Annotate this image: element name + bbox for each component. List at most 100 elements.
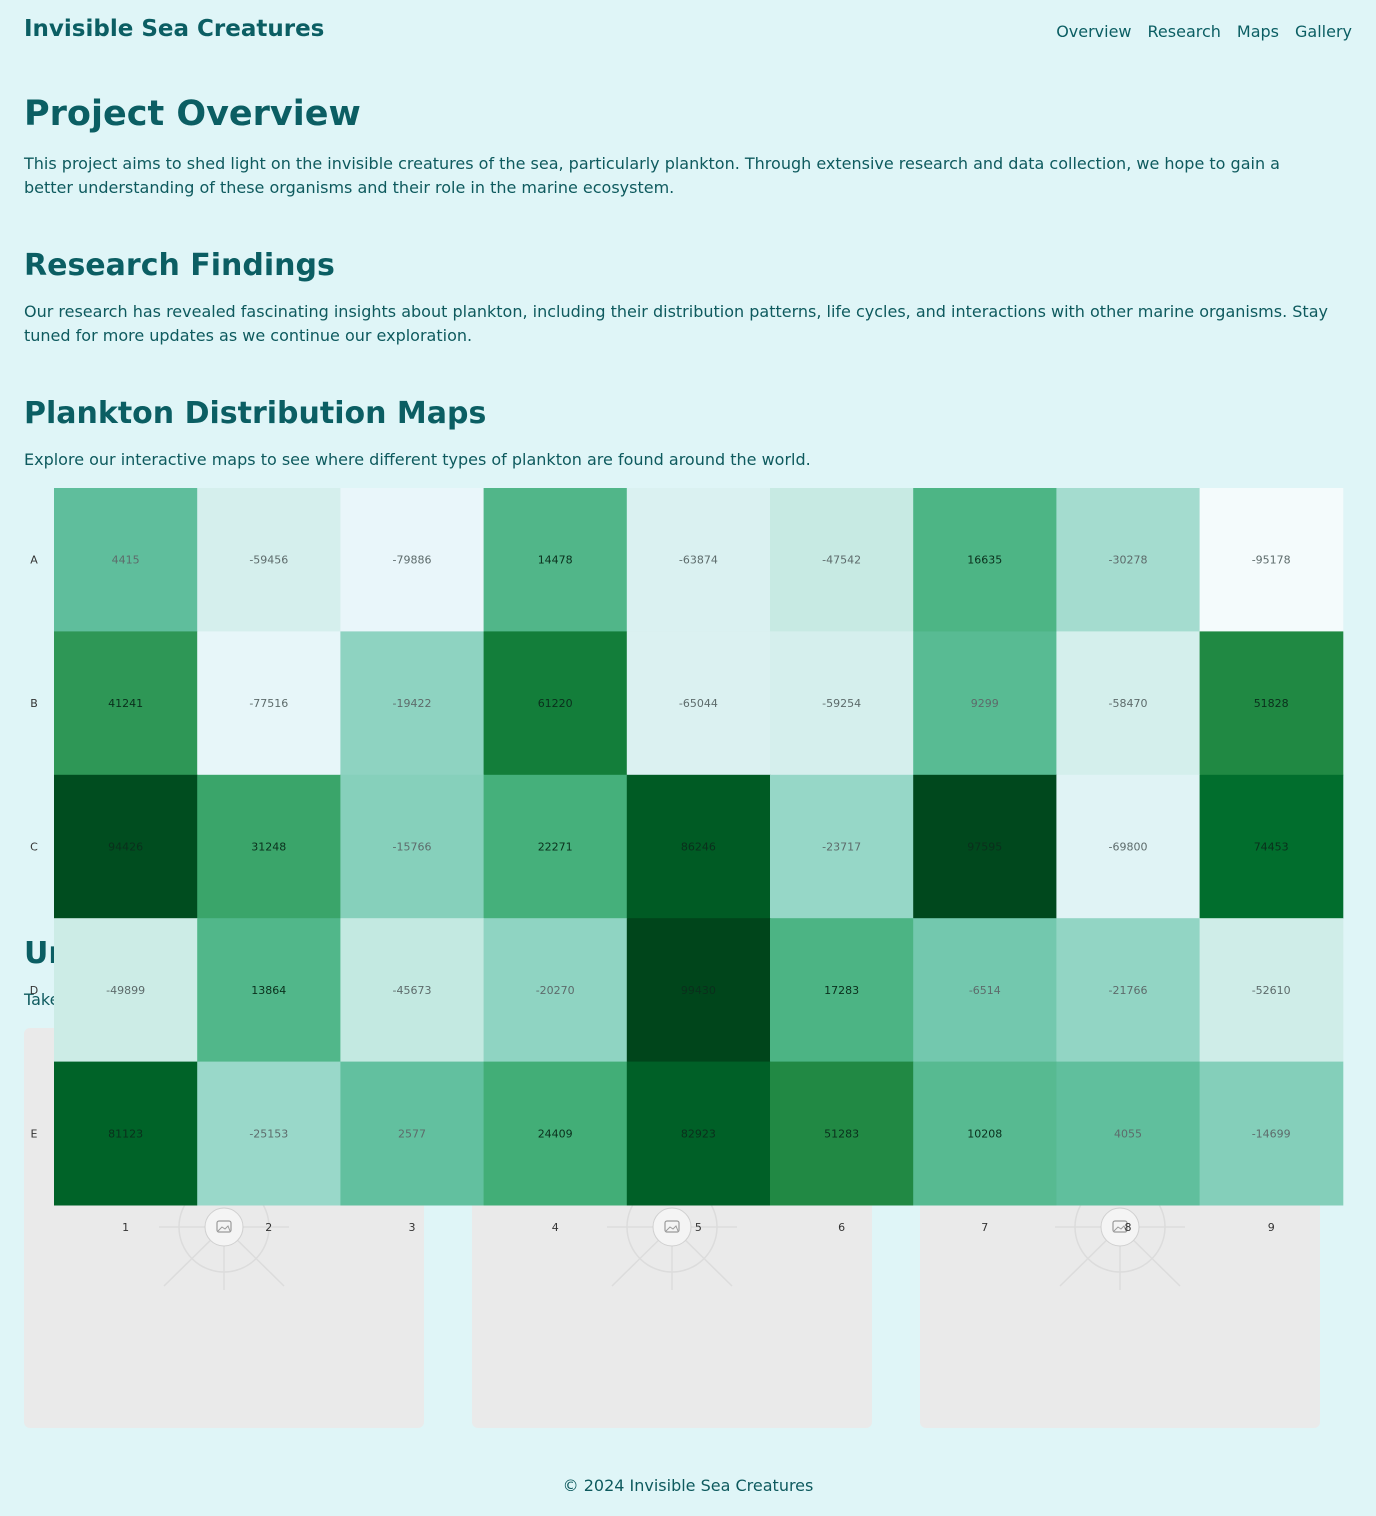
heatmap-cell[interactable] <box>626 1061 771 1206</box>
heatmap-cell-label: 41241 <box>108 697 143 710</box>
heatmap-cell[interactable] <box>1199 1061 1344 1206</box>
heatmap-cell-label: -19422 <box>393 697 432 710</box>
heatmap-cell-label: -21766 <box>1109 984 1148 997</box>
heatmap-column-label: 3 <box>409 1221 416 1234</box>
heatmap-cell[interactable] <box>1056 488 1201 632</box>
heatmap-cell[interactable] <box>626 774 771 919</box>
heatmap-cell[interactable] <box>54 1061 198 1206</box>
heatmap-cell[interactable] <box>913 488 1057 632</box>
heatmap-cell-label: 13864 <box>251 984 286 997</box>
heatmap-cell-label: 74453 <box>1254 841 1289 854</box>
heatmap-cell[interactable] <box>340 918 485 1063</box>
nav-maps[interactable]: Maps <box>1236 22 1280 41</box>
heatmap-column-label: 8 <box>1125 1221 1132 1234</box>
heatmap-row-label: A <box>30 554 38 567</box>
heatmap-cell[interactable] <box>54 918 198 1063</box>
heatmap-column-label: 2 <box>265 1221 272 1234</box>
maps-heading: Plankton Distribution Maps <box>24 396 487 431</box>
heatmap-cell[interactable] <box>483 1061 628 1206</box>
heatmap-cell[interactable] <box>197 774 341 919</box>
overview-text: This project aims to shed light on the i… <box>24 154 1280 197</box>
heatmap-cell[interactable] <box>197 488 341 632</box>
heatmap-cell[interactable] <box>626 488 771 632</box>
heatmap-cell[interactable] <box>770 631 914 776</box>
underwater-text: Take <box>24 990 60 1009</box>
heatmap-row-label: D <box>30 984 38 997</box>
heatmap-cell-label: -77516 <box>249 697 288 710</box>
heatmap-cell-label: -59456 <box>249 554 288 567</box>
heatmap-cell-label: 99430 <box>681 984 716 997</box>
heatmap-cell[interactable] <box>770 918 914 1063</box>
heatmap-cell-label: -45673 <box>393 984 432 997</box>
heatmap-cell[interactable] <box>483 774 628 919</box>
nav-gallery[interactable]: Gallery <box>1295 22 1352 41</box>
heatmap-cell-label: -30278 <box>1109 554 1148 567</box>
heatmap-cell-label: 82923 <box>681 1127 716 1140</box>
heatmap-cell-label: -23717 <box>822 841 861 854</box>
heatmap-cell[interactable] <box>340 1061 485 1206</box>
heatmap-cell-label: 4415 <box>112 554 140 567</box>
heatmap-cell[interactable] <box>626 631 771 776</box>
heatmap-cell[interactable] <box>1056 631 1201 776</box>
heatmap-cell-label: 61220 <box>538 697 573 710</box>
heatmap-cell[interactable] <box>913 774 1057 919</box>
heatmap-cell[interactable] <box>340 488 485 632</box>
heatmap-cell[interactable] <box>483 918 628 1063</box>
heatmap-cell-label: 31248 <box>251 841 286 854</box>
heatmap-cell[interactable] <box>340 774 485 919</box>
overview-heading: Project Overview <box>24 94 361 134</box>
heatmap-column-label: 6 <box>838 1221 845 1234</box>
heatmap-cell-label: -79886 <box>393 554 432 567</box>
heatmap-cell-label: 24409 <box>538 1127 573 1140</box>
heatmap-column-label: 1 <box>122 1221 129 1234</box>
plankton-heatmap[interactable]: 4415 -59456 -79886 14478 -63874 -47542 16635 -3… <box>0 488 1376 1248</box>
heatmap-cell[interactable] <box>1056 1061 1201 1206</box>
heatmap-cell[interactable] <box>1056 774 1201 919</box>
heatmap-cell[interactable] <box>483 488 628 632</box>
heatmap-cell-label: 86246 <box>681 841 716 854</box>
heatmap-cell[interactable] <box>1199 488 1344 632</box>
heatmap-cell[interactable] <box>770 1061 914 1206</box>
heatmap-cell[interactable] <box>197 1061 341 1206</box>
heatmap-cell-label: -59254 <box>822 697 861 710</box>
heatmap-cell-label: 10208 <box>967 1127 1002 1140</box>
nav-research[interactable]: Research <box>1147 22 1221 41</box>
heatmap-cell-label: -52610 <box>1252 984 1291 997</box>
heatmap-cell-label: -58470 <box>1109 697 1148 710</box>
heatmap-cell[interactable] <box>54 488 198 632</box>
heatmap-cell[interactable] <box>770 774 914 919</box>
site-title: Invisible Sea Creatures <box>24 16 325 42</box>
heatmap-cell[interactable] <box>54 774 198 919</box>
heatmap-cell-label: 2577 <box>398 1127 426 1140</box>
heatmap-cell-label: 22271 <box>538 841 573 854</box>
heatmap-cell[interactable] <box>913 1061 1057 1206</box>
heatmap-cell[interactable] <box>1199 918 1344 1063</box>
heatmap-cell[interactable] <box>197 631 341 776</box>
heatmap-cell[interactable] <box>54 631 198 776</box>
heatmap-cell[interactable] <box>913 918 1057 1063</box>
heatmap-row-label: E <box>31 1127 38 1140</box>
heatmap-cell[interactable] <box>197 918 341 1063</box>
heatmap-cell-label: -6514 <box>969 984 1001 997</box>
heatmap-cell[interactable] <box>626 918 771 1063</box>
heatmap-cell[interactable] <box>770 488 914 632</box>
heatmap-cell[interactable] <box>340 631 485 776</box>
heatmap-cell[interactable] <box>483 631 628 776</box>
image-placeholder-icon <box>159 1181 289 1290</box>
nav-overview[interactable]: Overview <box>1056 22 1132 41</box>
heatmap-cell-label: 17283 <box>824 984 859 997</box>
heatmap-cell-label: 97595 <box>967 841 1002 854</box>
heatmap-column-label: 5 <box>695 1221 702 1234</box>
footer-copyright: © 2024 Invisible Sea Creatures <box>562 1476 814 1495</box>
heatmap-cell[interactable] <box>913 631 1057 776</box>
heatmap-column-label: 4 <box>552 1221 559 1234</box>
heatmap-cell[interactable] <box>1056 918 1201 1063</box>
heatmap-cell-label: 9299 <box>971 697 999 710</box>
heatmap-cell-label: 81123 <box>108 1127 143 1140</box>
maps-text: Explore our interactive maps to see wher… <box>24 450 811 469</box>
heatmap-cell[interactable] <box>1199 631 1344 776</box>
heatmap-cell-label: 51828 <box>1254 697 1289 710</box>
heatmap-cell-label: -69800 <box>1109 841 1148 854</box>
heatmap-cell[interactable] <box>1199 774 1344 919</box>
heatmap-cell-label: 94426 <box>108 841 143 854</box>
